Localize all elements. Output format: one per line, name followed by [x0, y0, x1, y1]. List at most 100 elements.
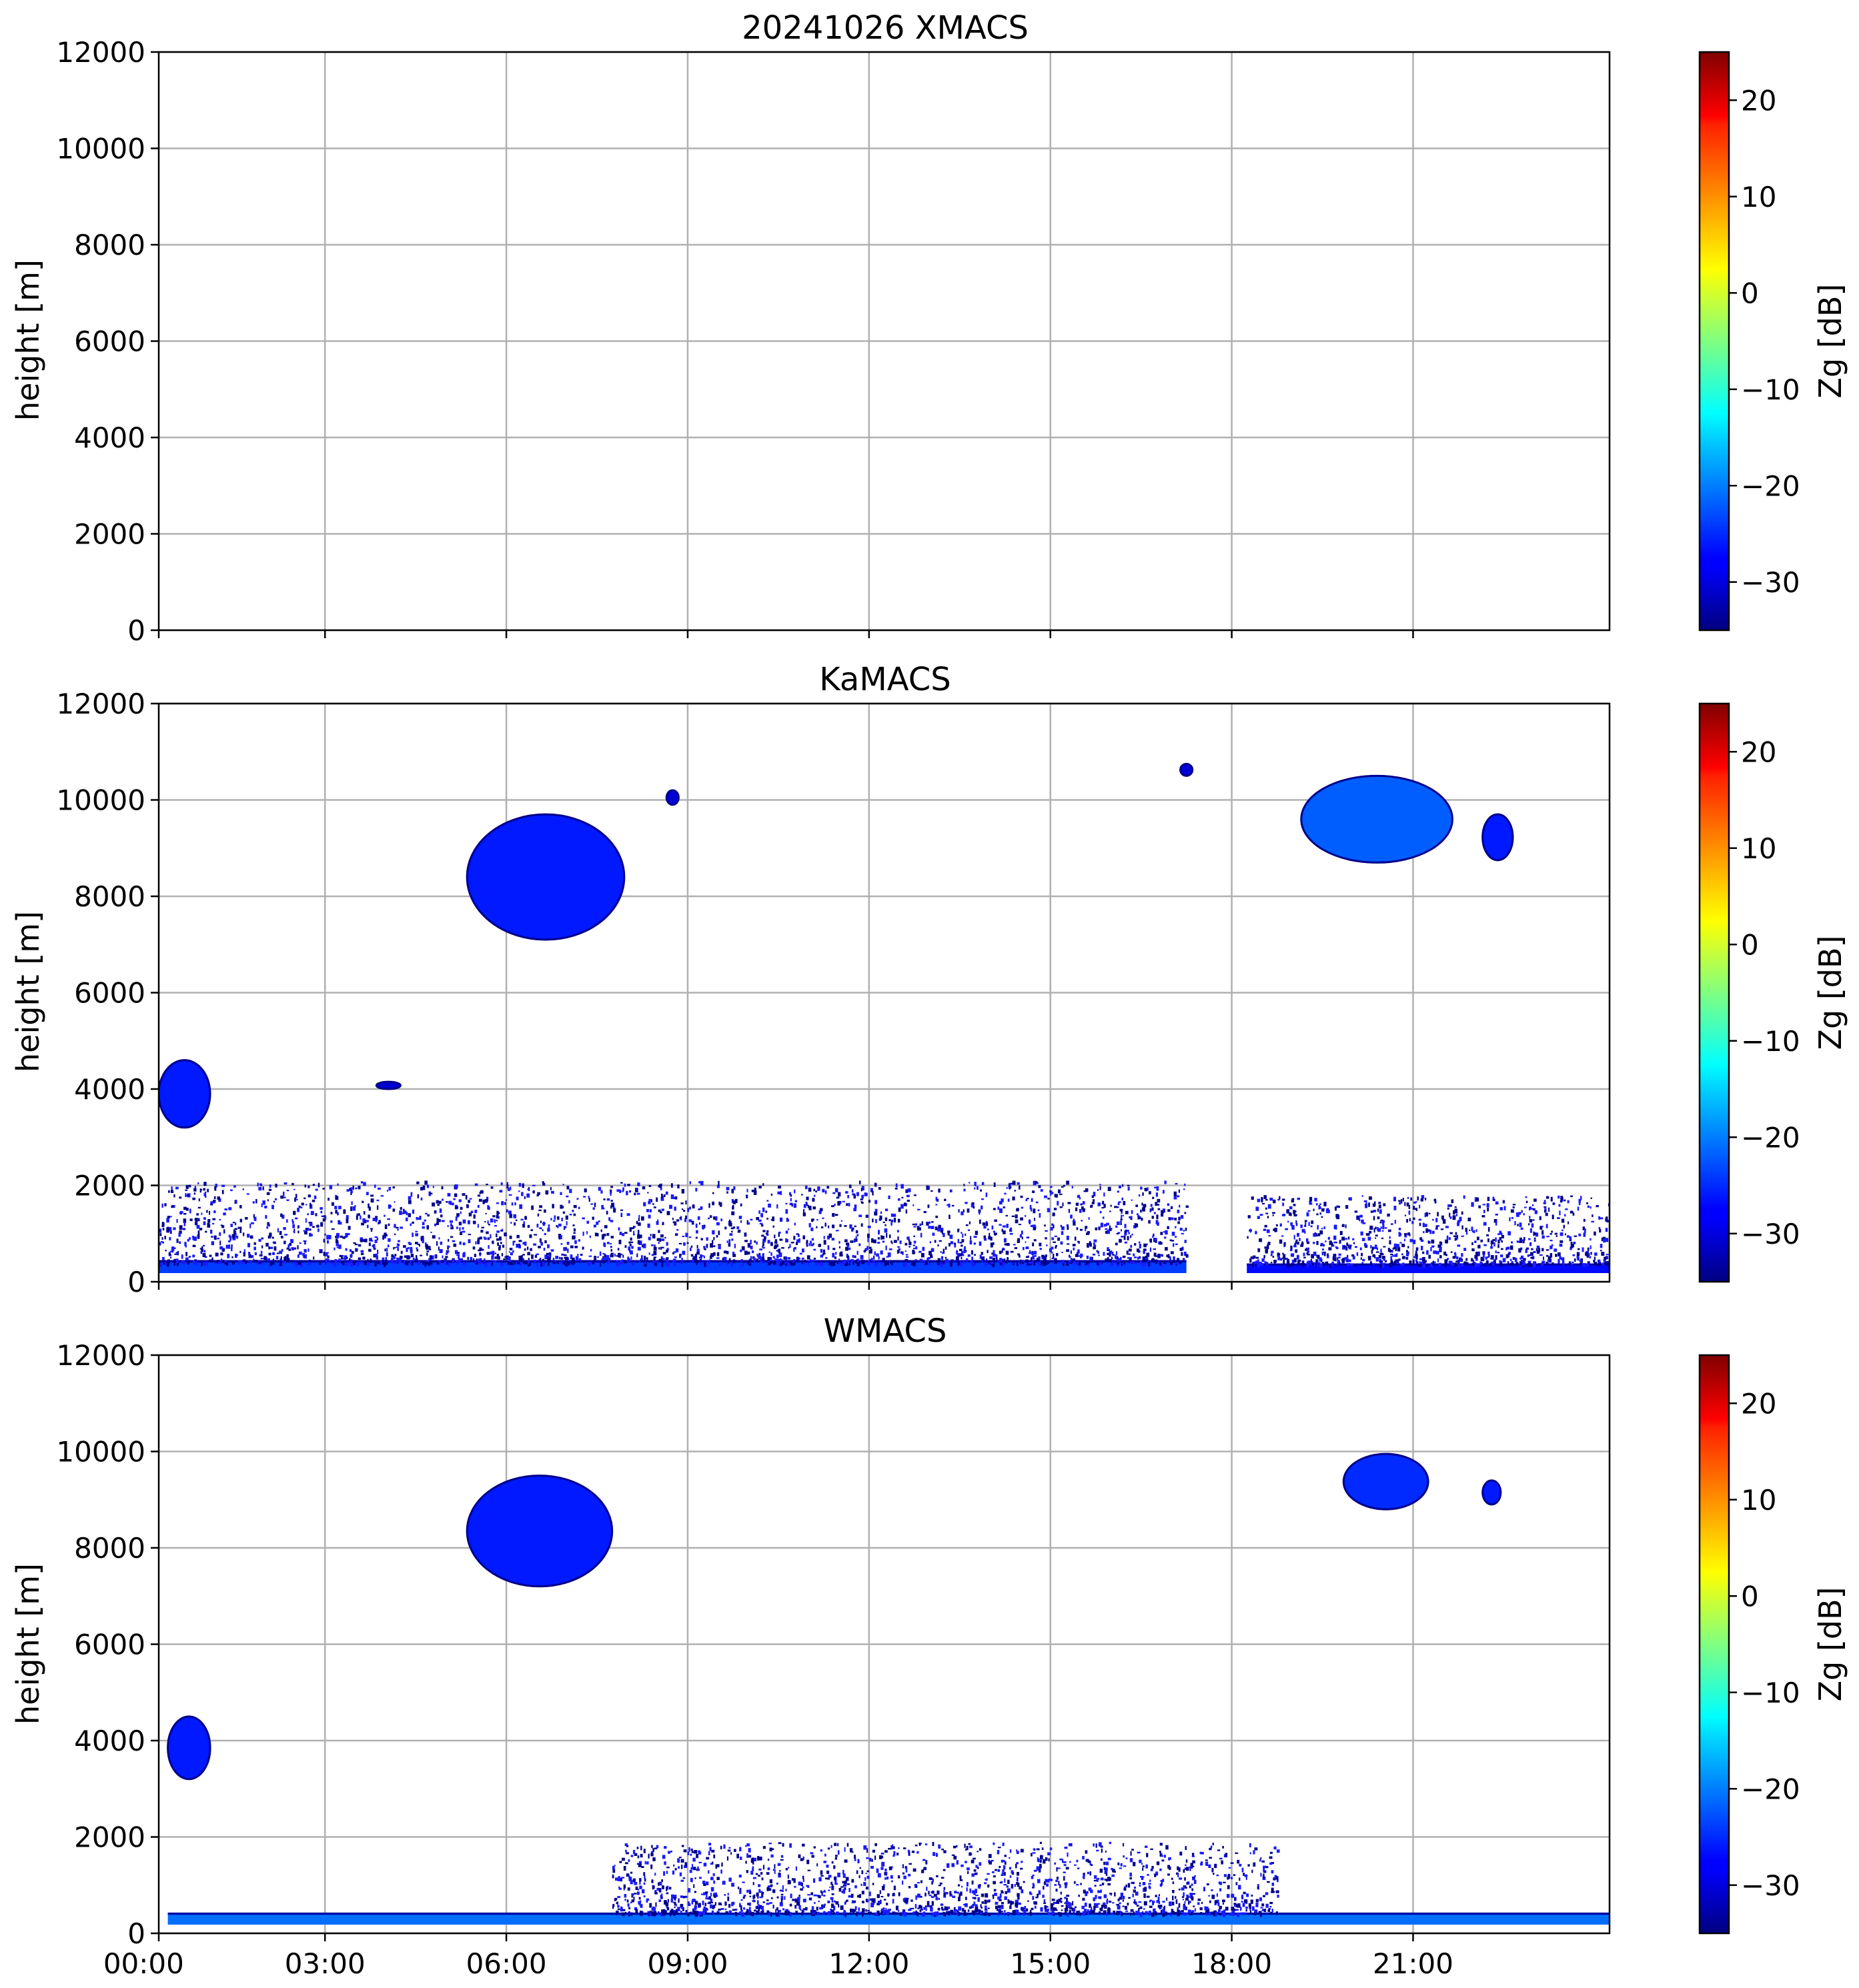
- speckle: [1130, 1909, 1134, 1912]
- speckle: [1247, 1236, 1249, 1239]
- speckle: [339, 1222, 342, 1225]
- speckle: [462, 1227, 464, 1230]
- speckle: [653, 1256, 657, 1258]
- speckle: [1291, 1198, 1295, 1200]
- speckle: [599, 1251, 602, 1256]
- speckle: [1063, 1184, 1065, 1187]
- speckle: [634, 1226, 636, 1228]
- speckle: [473, 1258, 475, 1261]
- speckle: [981, 1260, 983, 1262]
- speckle: [675, 1233, 678, 1236]
- speckle: [474, 1209, 478, 1214]
- speckle: [1114, 1254, 1117, 1259]
- speckle: [230, 1223, 233, 1227]
- cloud-echo-edge: [466, 813, 626, 941]
- speckle: [814, 1901, 816, 1905]
- speckle: [1227, 1873, 1231, 1879]
- speckle: [1111, 1867, 1113, 1871]
- speckle: [997, 1869, 1001, 1872]
- speckle: [1255, 1260, 1258, 1264]
- speckle: [1283, 1213, 1286, 1216]
- speckle: [336, 1232, 340, 1238]
- speckle: [1460, 1263, 1464, 1266]
- speckle: [1223, 1881, 1226, 1883]
- speckle: [943, 1887, 946, 1890]
- speckle: [542, 1229, 544, 1232]
- speckle: [1113, 1911, 1116, 1913]
- speckle: [1017, 1253, 1021, 1256]
- speckle: [874, 1182, 877, 1187]
- speckle: [1263, 1865, 1267, 1868]
- speckle: [427, 1246, 431, 1250]
- speckle: [689, 1206, 691, 1210]
- speckle: [1406, 1218, 1408, 1223]
- speckle: [1069, 1861, 1071, 1863]
- speckle: [824, 1222, 826, 1227]
- speckle: [1249, 1258, 1252, 1263]
- speckle: [283, 1227, 286, 1230]
- speckle: [1303, 1252, 1305, 1256]
- speckle: [562, 1184, 564, 1186]
- speckle: [455, 1207, 458, 1209]
- speckle: [1533, 1232, 1536, 1236]
- speckle: [698, 1208, 701, 1210]
- speckle: [239, 1204, 242, 1208]
- speckle: [1291, 1225, 1295, 1230]
- speckle: [723, 1256, 727, 1261]
- speckle: [853, 1239, 856, 1243]
- speckle: [754, 1240, 756, 1243]
- speckle: [1119, 1256, 1122, 1262]
- speckle: [197, 1218, 200, 1222]
- speckle: [1145, 1190, 1147, 1192]
- speckle: [1023, 1912, 1025, 1916]
- speckle: [416, 1249, 419, 1252]
- speckle: [1051, 1190, 1053, 1193]
- speckle: [352, 1261, 354, 1263]
- speckle: [304, 1184, 307, 1188]
- speckle: [392, 1256, 396, 1259]
- speckle: [522, 1254, 525, 1256]
- speckle: [183, 1218, 187, 1223]
- speckle: [209, 1259, 212, 1262]
- speckle: [1546, 1236, 1550, 1238]
- speckle: [1016, 1208, 1019, 1212]
- speckle: [1208, 1895, 1211, 1897]
- speckle: [1583, 1232, 1586, 1237]
- speckle: [1413, 1217, 1415, 1220]
- speckle: [965, 1848, 967, 1851]
- speckle: [273, 1200, 275, 1203]
- speckle: [1237, 1912, 1240, 1917]
- speckle: [796, 1239, 799, 1243]
- speckle: [999, 1250, 1002, 1254]
- speckle: [1311, 1220, 1314, 1224]
- speckle: [723, 1844, 726, 1849]
- speckle: [896, 1260, 900, 1263]
- speckle: [1604, 1261, 1608, 1266]
- speckle: [1500, 1232, 1503, 1236]
- speckle: [1137, 1910, 1140, 1915]
- speckle: [982, 1222, 986, 1226]
- speckle: [1085, 1232, 1089, 1235]
- speckle: [1002, 1842, 1005, 1847]
- speckle: [402, 1245, 406, 1248]
- speckle: [631, 1246, 634, 1249]
- speckle: [313, 1256, 315, 1260]
- speckle: [1047, 1208, 1051, 1212]
- speckle: [213, 1196, 216, 1200]
- speckle: [831, 1205, 834, 1208]
- speckle: [1350, 1263, 1353, 1266]
- speckle: [608, 1258, 611, 1262]
- speckle: [720, 1869, 722, 1874]
- speckle: [1420, 1239, 1424, 1242]
- speckle: [770, 1912, 772, 1917]
- speckle: [372, 1218, 376, 1222]
- speckle: [928, 1186, 931, 1190]
- speckle: [588, 1198, 590, 1202]
- speckle: [1089, 1903, 1091, 1908]
- speckle: [618, 1227, 620, 1231]
- speckle: [820, 1254, 823, 1258]
- speckle: [1375, 1263, 1378, 1265]
- speckle: [684, 1895, 688, 1898]
- speckle: [1439, 1247, 1442, 1251]
- speckle: [1491, 1261, 1494, 1264]
